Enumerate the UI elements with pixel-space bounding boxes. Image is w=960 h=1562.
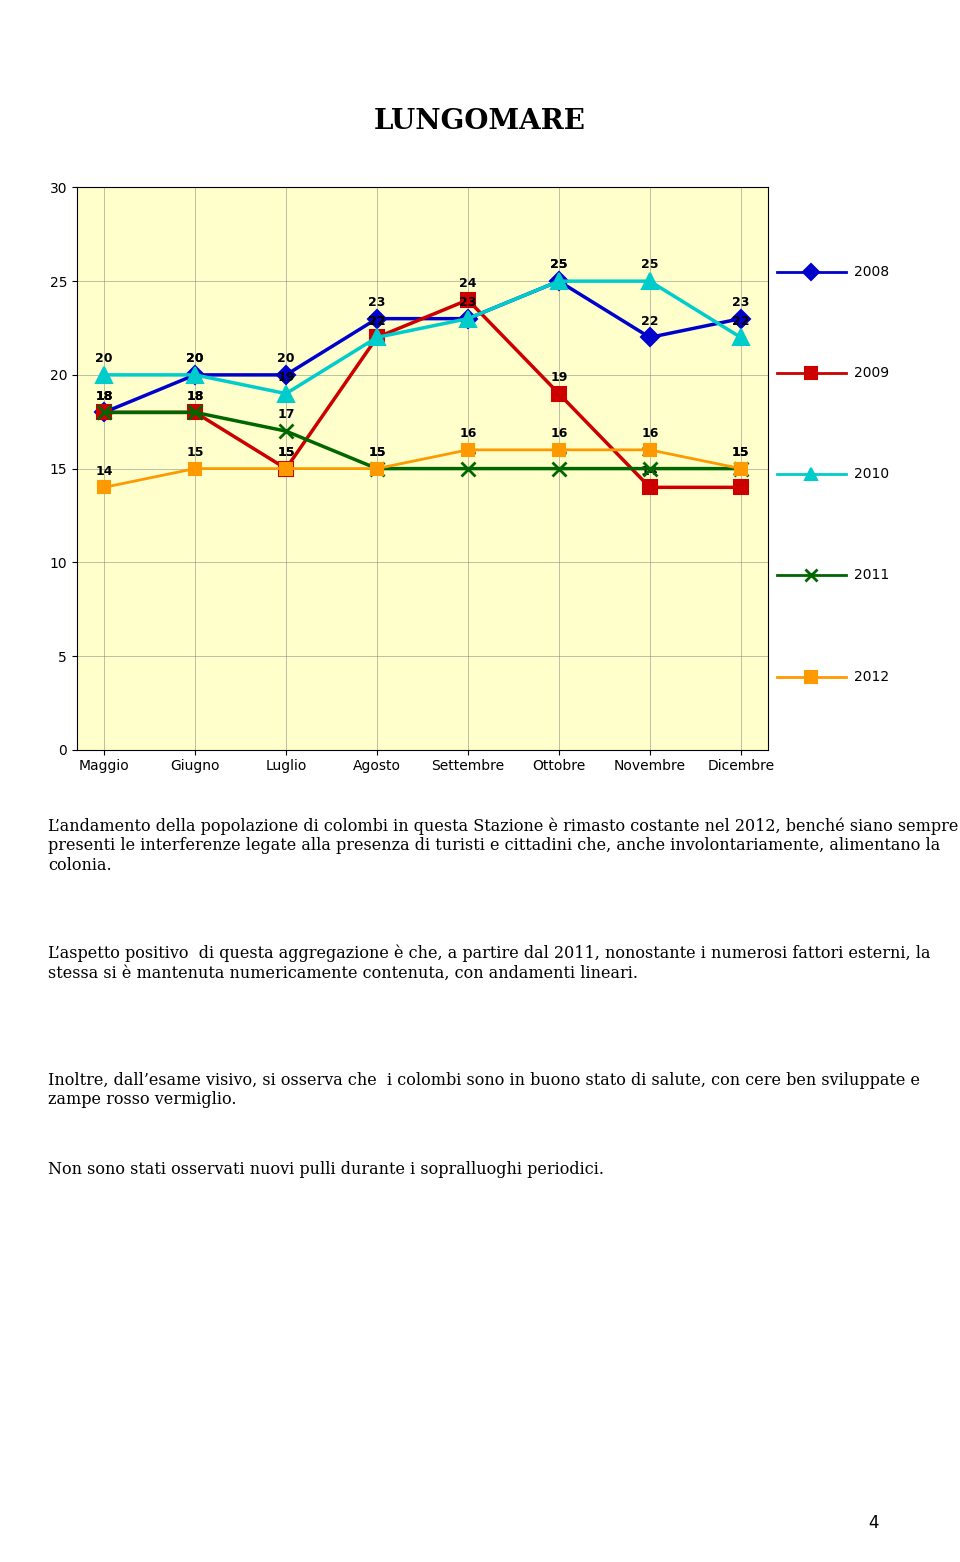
2009 [462,291,473,309]
Text: 15: 15 [277,445,295,459]
Text: 22: 22 [641,314,659,328]
Text: 20: 20 [277,351,295,366]
Text: 25: 25 [550,258,567,272]
2012 [462,440,473,459]
Text: 2012: 2012 [854,670,890,684]
Text: L’andamento della popolazione di colombi in questa Stazione è rimasto costante n: L’andamento della popolazione di colombi… [48,817,958,873]
Text: Non sono stati osservati nuovi pulli durante i sopralluoghi periodici.: Non sono stati osservati nuovi pulli dur… [48,1161,604,1178]
2008 [553,272,564,291]
2010 [553,272,564,291]
Text: 15: 15 [369,445,386,459]
2009 [98,403,109,422]
2008 [735,309,747,328]
2010 [735,328,747,347]
Text: L’aspetto positivo  di questa aggregazione è che, a partire dal 2011, nonostante: L’aspetto positivo di questa aggregazion… [48,945,930,981]
2011 [462,459,473,478]
Text: 15: 15 [641,445,659,459]
Text: 2008: 2008 [854,266,890,278]
Text: 17: 17 [277,408,295,422]
2008 [280,366,292,384]
Line: 2009: 2009 [97,294,748,494]
2011 [98,403,109,422]
2009 [644,478,656,497]
Text: 25: 25 [641,258,659,272]
Text: LUNGOMARE: LUNGOMARE [374,108,586,134]
Text: 22: 22 [732,314,750,328]
2012 [372,459,383,478]
Text: 18: 18 [186,389,204,403]
Text: 16: 16 [459,426,476,440]
Text: 23: 23 [459,295,476,309]
2012 [189,459,201,478]
Text: 4: 4 [869,1514,878,1532]
Text: 2010: 2010 [854,467,890,481]
2010 [189,366,201,384]
Text: 19: 19 [550,370,567,384]
2011 [553,459,564,478]
2011 [189,403,201,422]
Text: 15: 15 [732,445,750,459]
2012 [644,440,656,459]
Text: 2009: 2009 [854,366,890,380]
Line: 2011: 2011 [97,406,748,475]
2011 [735,459,747,478]
2011 [372,459,383,478]
Line: 2012: 2012 [98,444,747,494]
Text: 18: 18 [95,389,112,403]
2012 [553,440,564,459]
Text: 23: 23 [732,295,750,309]
2009 [735,478,747,497]
Text: 15: 15 [186,445,204,459]
2008 [372,309,383,328]
2012 [735,459,747,478]
Text: 20: 20 [95,351,113,366]
Text: 20: 20 [186,351,204,366]
2009 [553,384,564,403]
2009 [372,328,383,347]
Text: 14: 14 [732,464,750,478]
Text: 23: 23 [459,295,476,309]
2011 [280,422,292,440]
Text: Inoltre, dall’esame visivo, si osserva che  i colombi sono in buono stato di sal: Inoltre, dall’esame visivo, si osserva c… [48,1072,920,1107]
Text: 25: 25 [550,258,567,272]
2010 [644,272,656,291]
Text: 18: 18 [186,389,204,403]
2009 [189,403,201,422]
2008 [189,366,201,384]
Text: 18: 18 [95,389,112,403]
Text: 22: 22 [369,314,386,328]
Text: 14: 14 [641,464,659,478]
Text: 24: 24 [459,276,476,291]
Text: 15: 15 [550,445,567,459]
Text: 16: 16 [550,426,567,440]
2009 [280,459,292,478]
2011 [644,459,656,478]
2010 [280,384,292,403]
Text: 19: 19 [277,370,295,384]
2008 [644,328,656,347]
Text: 18: 18 [95,389,112,403]
Text: 15: 15 [732,445,750,459]
2012 [280,459,292,478]
Text: 15: 15 [277,445,295,459]
Text: 20: 20 [186,351,204,366]
Text: 15: 15 [459,445,476,459]
Line: 2008: 2008 [98,275,747,419]
2008 [98,403,109,422]
Text: 2011: 2011 [854,569,890,583]
2010 [98,366,109,384]
Text: 16: 16 [641,426,659,440]
Text: 22: 22 [369,314,386,328]
Text: 23: 23 [369,295,386,309]
2010 [462,309,473,328]
2012 [98,478,109,497]
2008 [462,309,473,328]
2010 [372,328,383,347]
Text: 14: 14 [95,464,113,478]
Text: 15: 15 [369,445,386,459]
Line: 2010: 2010 [96,273,749,401]
